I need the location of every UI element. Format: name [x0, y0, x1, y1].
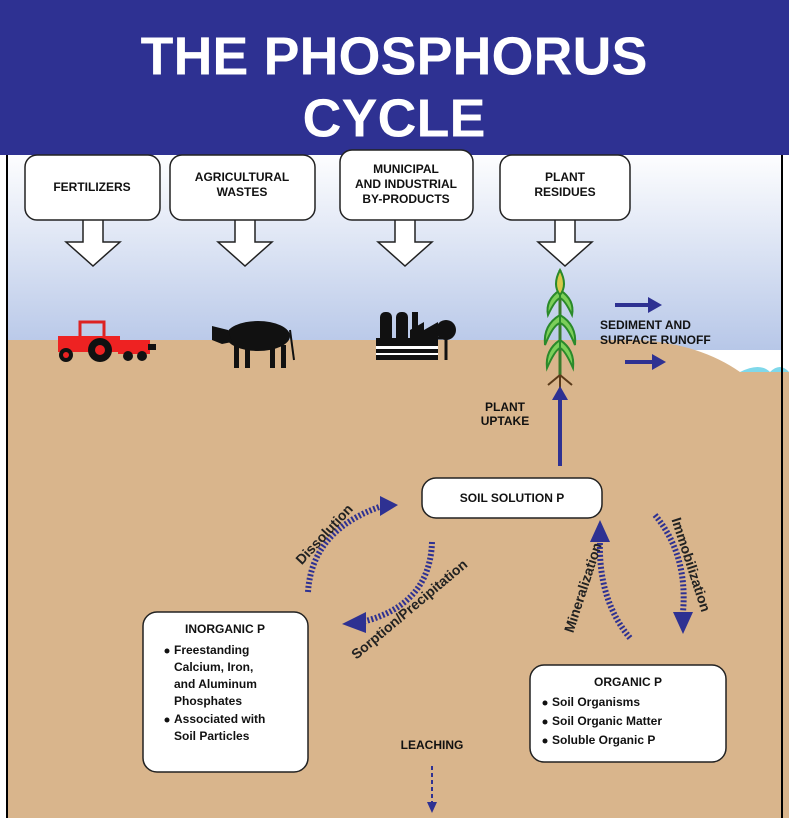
box-item: Soil Organic Matter: [552, 714, 662, 728]
bullet: [165, 649, 170, 654]
title: CYCLE: [302, 88, 485, 148]
box-item: Phosphates: [174, 694, 242, 708]
callout-text: RESIDUES: [534, 185, 595, 199]
bullet: [543, 720, 548, 725]
title: THE PHOSPHORUS: [140, 26, 647, 86]
bullet: [543, 739, 548, 744]
callout-text: AGRICULTURAL: [195, 170, 289, 184]
leaching-label: LEACHING: [401, 738, 464, 752]
uptake-label: PLANT: [485, 400, 526, 414]
box-item: Soluble Organic P: [552, 733, 655, 747]
box-item: Associated with: [174, 712, 265, 726]
box-title: INORGANIC P: [185, 622, 265, 636]
box-item: Soil Organisms: [552, 695, 640, 709]
box-item: Freestanding: [174, 643, 249, 657]
uptake-label: UPTAKE: [481, 414, 529, 428]
callout-text: BY-PRODUCTS: [362, 192, 449, 206]
box-title: ORGANIC P: [594, 675, 662, 689]
runoff-label: SURFACE RUNOFF: [600, 333, 711, 347]
box-item: Calcium, Iron,: [174, 660, 253, 674]
soil-solution-label: SOIL SOLUTION P: [460, 491, 564, 505]
bullet: [543, 701, 548, 706]
diagram: THE PHOSPHORUS CYCLE FERTILIZERS AGRICUL…: [0, 0, 789, 818]
callout-text: MUNICIPAL: [373, 162, 439, 176]
callout-text: AND INDUSTRIAL: [355, 177, 457, 191]
callout-text: FERTILIZERS: [53, 180, 130, 194]
callout-text: PLANT: [545, 170, 586, 184]
runoff-label: SEDIMENT AND: [600, 318, 691, 332]
box-item: Soil Particles: [174, 729, 250, 743]
bullet: [165, 718, 170, 723]
callout-text: WASTES: [217, 185, 268, 199]
box-item: and Aluminum: [174, 677, 257, 691]
